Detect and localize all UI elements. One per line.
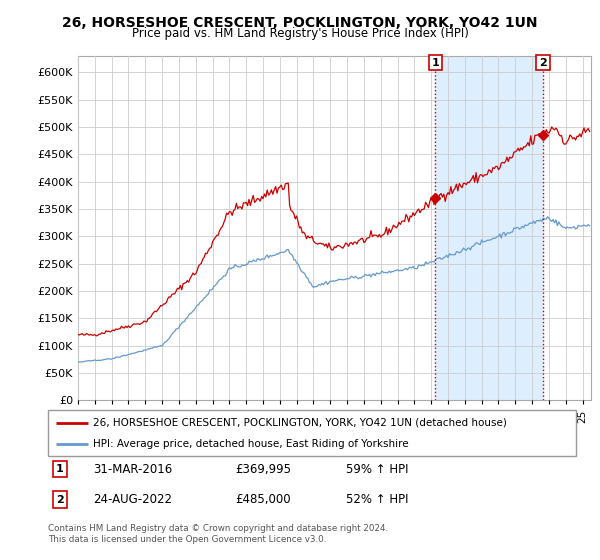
Text: HPI: Average price, detached house, East Riding of Yorkshire: HPI: Average price, detached house, East… bbox=[93, 438, 409, 449]
Text: Contains HM Land Registry data © Crown copyright and database right 2024.
This d: Contains HM Land Registry data © Crown c… bbox=[48, 524, 388, 544]
Text: 1: 1 bbox=[431, 58, 439, 68]
Text: £369,995: £369,995 bbox=[235, 463, 292, 476]
Text: 59% ↑ HPI: 59% ↑ HPI bbox=[346, 463, 409, 476]
Text: 26, HORSESHOE CRESCENT, POCKLINGTON, YORK, YO42 1UN: 26, HORSESHOE CRESCENT, POCKLINGTON, YOR… bbox=[62, 16, 538, 30]
Text: 26, HORSESHOE CRESCENT, POCKLINGTON, YORK, YO42 1UN (detached house): 26, HORSESHOE CRESCENT, POCKLINGTON, YOR… bbox=[93, 418, 507, 428]
Text: 1: 1 bbox=[56, 464, 64, 474]
Text: Price paid vs. HM Land Registry's House Price Index (HPI): Price paid vs. HM Land Registry's House … bbox=[131, 27, 469, 40]
Bar bbox=[436, 56, 543, 400]
FancyBboxPatch shape bbox=[48, 410, 576, 456]
Text: £485,000: £485,000 bbox=[235, 493, 291, 506]
Text: 2: 2 bbox=[539, 58, 547, 68]
Text: 2: 2 bbox=[56, 494, 64, 505]
Text: 52% ↑ HPI: 52% ↑ HPI bbox=[346, 493, 409, 506]
Text: 24-AUG-2022: 24-AUG-2022 bbox=[93, 493, 172, 506]
Text: 31-MAR-2016: 31-MAR-2016 bbox=[93, 463, 172, 476]
